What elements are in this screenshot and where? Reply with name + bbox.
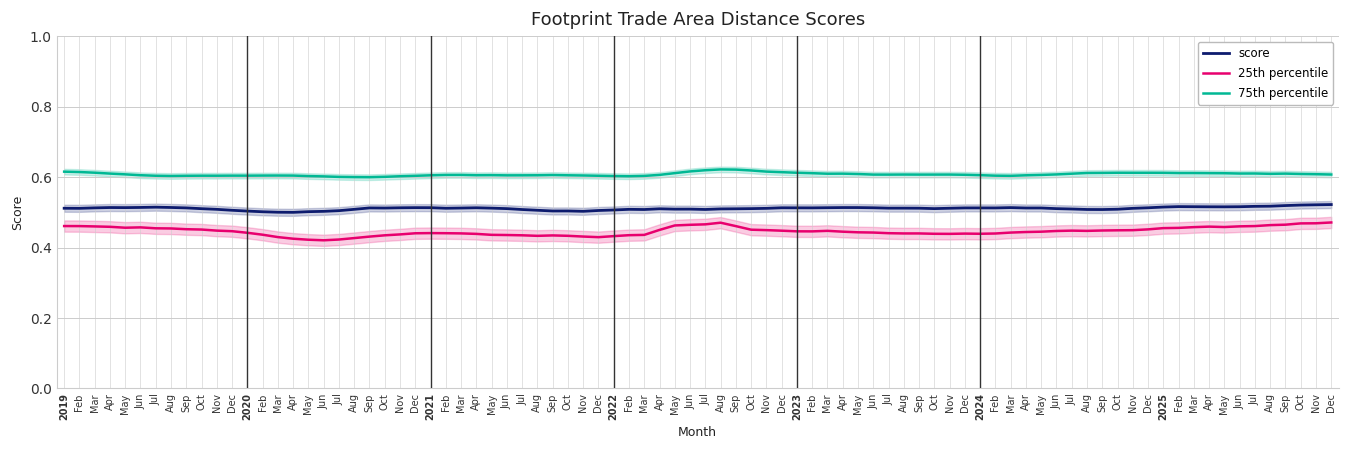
X-axis label: Month: Month — [678, 426, 717, 439]
score — [636, 207, 652, 212]
75th percentile — [57, 169, 73, 174]
75th percentile — [1049, 172, 1065, 177]
75th percentile — [697, 167, 713, 173]
25th percentile — [697, 222, 713, 227]
Legend: score, 25th percentile, 75th percentile: score, 25th percentile, 75th percentile — [1197, 42, 1332, 105]
Line: 25th percentile: 25th percentile — [65, 222, 1331, 240]
score — [72, 206, 88, 211]
25th percentile — [636, 232, 652, 238]
25th percentile — [1094, 228, 1110, 233]
75th percentile — [362, 175, 378, 180]
25th percentile — [1323, 220, 1339, 225]
25th percentile — [316, 238, 332, 243]
Title: Footprint Trade Area Distance Scores: Footprint Trade Area Distance Scores — [531, 11, 865, 29]
75th percentile — [1323, 172, 1339, 177]
25th percentile — [57, 223, 73, 229]
score — [1033, 205, 1049, 211]
score — [1323, 202, 1339, 207]
score — [57, 206, 73, 211]
score — [1094, 207, 1110, 212]
Line: 75th percentile: 75th percentile — [65, 170, 1331, 177]
75th percentile — [713, 167, 729, 172]
25th percentile — [72, 223, 88, 229]
75th percentile — [132, 172, 148, 178]
score — [697, 207, 713, 212]
75th percentile — [1110, 170, 1126, 176]
score — [132, 205, 148, 210]
75th percentile — [72, 169, 88, 175]
Y-axis label: Score: Score — [11, 195, 24, 230]
Line: score: score — [65, 205, 1331, 212]
25th percentile — [132, 225, 148, 230]
score — [285, 210, 301, 215]
25th percentile — [1033, 229, 1049, 234]
75th percentile — [636, 173, 652, 179]
